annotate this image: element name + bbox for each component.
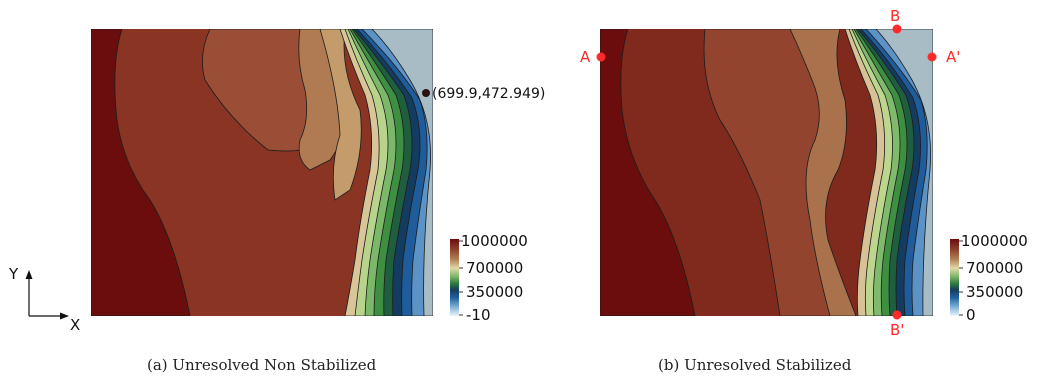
caption-panel-b: (b) Unresolved Stabilized [658,356,852,374]
colorbar-a-tick: -10 [466,306,491,324]
marker-b-dot [892,24,902,34]
marker-b-label: B [890,7,900,25]
marker-b-prime-dot [892,310,902,320]
marker-b-prime-label: B' [890,321,904,339]
marker-a-dot [596,52,606,62]
point-annotation: (699.9,472.949) [432,86,545,102]
y-axis-label: Y [8,265,19,283]
contour-band [789,29,857,316]
colorbar-b-gradient [950,239,959,316]
colorbar-a-tick: 700000 [466,259,523,277]
colorbar-b-tick: 1000000 [961,232,1028,250]
contour-band [600,29,696,316]
colorbar-b: 1000000 700000 350000 0 [950,232,1028,324]
panel-a-plot-area [91,29,433,316]
annotation-dot [422,89,430,97]
contour-band [91,29,191,316]
panel-a-contour-plot: (699.9,472.949) 1000000 700000 350000 -1… [8,29,545,334]
marker-a-prime-dot [927,52,937,62]
colorbar-b-tick: 0 [966,306,976,324]
colorbar-a-tick: 350000 [466,283,523,301]
marker-a-prime-label: A' [946,48,960,66]
caption-panel-a: (a) Unresolved Non Stabilized [147,356,377,374]
colorbar-a-gradient [450,239,459,316]
contour-band [319,29,362,201]
panel-b-contour-plot: A A' B B' 1000000 700000 350000 0 [580,7,1028,339]
colorbar-b-tick: 350000 [966,283,1023,301]
x-axis-label: X [70,316,80,334]
front-bands [844,29,933,316]
panel-b-plot-area [600,29,933,316]
front-bands [339,29,433,316]
colorbar-a-tick: 1000000 [461,232,528,250]
colorbar-a: 1000000 700000 350000 -10 [450,232,528,324]
colorbar-b-tick: 700000 [966,259,1023,277]
axes-triad: Y X [8,265,80,334]
marker-a-label: A [580,48,591,66]
